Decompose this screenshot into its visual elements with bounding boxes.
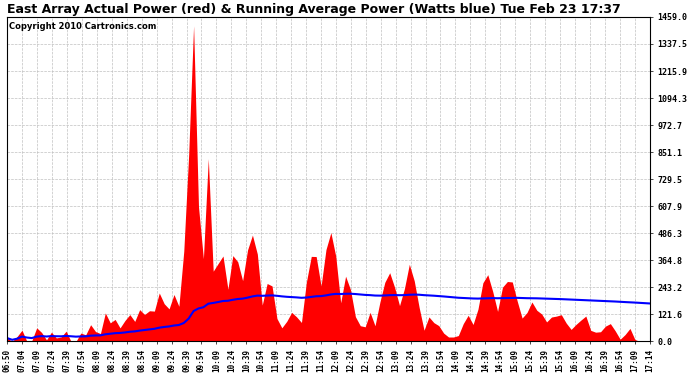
Text: Copyright 2010 Cartronics.com: Copyright 2010 Cartronics.com [8, 22, 156, 31]
Text: East Array Actual Power (red) & Running Average Power (Watts blue) Tue Feb 23 17: East Array Actual Power (red) & Running … [8, 3, 621, 16]
